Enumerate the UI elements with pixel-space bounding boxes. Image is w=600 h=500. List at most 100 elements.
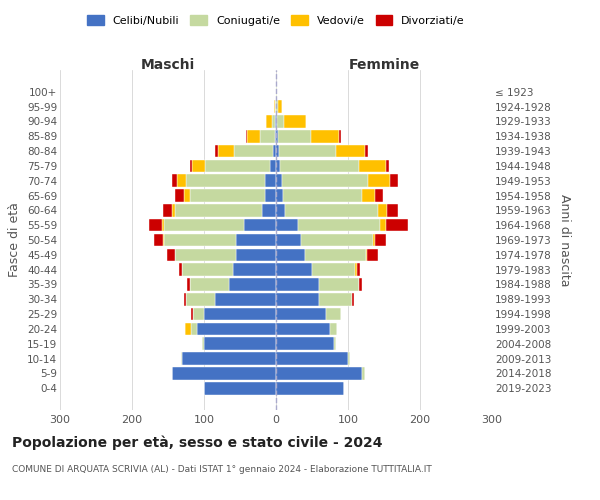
- Text: Popolazione per età, sesso e stato civile - 2024: Popolazione per età, sesso e stato civil…: [12, 435, 383, 450]
- Bar: [204, 382, 276, 394]
- Bar: [282, 174, 368, 187]
- Bar: [218, 145, 233, 158]
- Bar: [154, 234, 163, 246]
- Bar: [280, 160, 359, 172]
- Bar: [215, 293, 276, 306]
- Bar: [355, 264, 356, 276]
- Bar: [202, 338, 204, 350]
- Bar: [348, 352, 350, 365]
- Bar: [163, 204, 172, 216]
- Bar: [215, 145, 218, 158]
- Bar: [284, 204, 378, 216]
- Bar: [366, 248, 367, 261]
- Bar: [305, 248, 366, 261]
- Bar: [190, 189, 265, 202]
- Bar: [265, 189, 276, 202]
- Bar: [390, 174, 398, 187]
- Bar: [181, 352, 182, 365]
- Bar: [179, 264, 182, 276]
- Legend: Celibi/Nubili, Coniugati/e, Vedovi/e, Divorziati/e: Celibi/Nubili, Coniugati/e, Vedovi/e, Di…: [83, 10, 469, 30]
- Bar: [367, 248, 378, 261]
- Bar: [276, 338, 334, 350]
- Y-axis label: Fasce di età: Fasce di età: [8, 202, 22, 278]
- Bar: [378, 204, 387, 216]
- Bar: [275, 130, 276, 142]
- Bar: [283, 189, 362, 202]
- Bar: [301, 234, 373, 246]
- Bar: [247, 130, 260, 142]
- Bar: [340, 130, 341, 142]
- Bar: [276, 174, 282, 187]
- Bar: [244, 219, 276, 232]
- Bar: [190, 160, 193, 172]
- Bar: [284, 115, 305, 128]
- Bar: [362, 367, 365, 380]
- Bar: [186, 293, 215, 306]
- Bar: [276, 204, 284, 216]
- Bar: [279, 145, 337, 158]
- Bar: [175, 248, 236, 261]
- Bar: [387, 204, 398, 216]
- Bar: [356, 264, 360, 276]
- Bar: [175, 204, 262, 216]
- Bar: [233, 264, 276, 276]
- Bar: [190, 278, 229, 291]
- Bar: [319, 293, 352, 306]
- Bar: [319, 278, 359, 291]
- Bar: [204, 308, 276, 320]
- Bar: [373, 234, 376, 246]
- Bar: [262, 204, 276, 216]
- Bar: [236, 248, 276, 261]
- Bar: [276, 352, 348, 365]
- Bar: [276, 382, 344, 394]
- Bar: [276, 145, 279, 158]
- Bar: [380, 219, 386, 232]
- Bar: [276, 293, 319, 306]
- Bar: [376, 189, 383, 202]
- Bar: [178, 174, 186, 187]
- Bar: [359, 278, 362, 291]
- Bar: [298, 219, 380, 232]
- Bar: [162, 219, 164, 232]
- Bar: [185, 322, 191, 335]
- Bar: [276, 86, 277, 98]
- Bar: [184, 293, 186, 306]
- Bar: [278, 130, 311, 142]
- Bar: [236, 234, 276, 246]
- Bar: [149, 219, 162, 232]
- Bar: [359, 160, 386, 172]
- Bar: [312, 264, 355, 276]
- Bar: [191, 308, 193, 320]
- Bar: [277, 115, 284, 128]
- Bar: [337, 145, 365, 158]
- Bar: [182, 352, 276, 365]
- Text: COMUNE DI ARQUATA SCRIVIA (AL) - Dati ISTAT 1° gennaio 2024 - Elaborazione TUTTI: COMUNE DI ARQUATA SCRIVIA (AL) - Dati IS…: [12, 465, 432, 474]
- Bar: [362, 189, 376, 202]
- Bar: [191, 322, 197, 335]
- Bar: [193, 160, 205, 172]
- Bar: [326, 308, 341, 320]
- Bar: [276, 160, 280, 172]
- Bar: [276, 130, 278, 142]
- Bar: [386, 219, 408, 232]
- Bar: [276, 367, 362, 380]
- Bar: [186, 174, 265, 187]
- Bar: [276, 189, 283, 202]
- Bar: [270, 160, 276, 172]
- Text: Maschi: Maschi: [141, 58, 195, 72]
- Bar: [276, 115, 277, 128]
- Bar: [352, 293, 354, 306]
- Bar: [275, 115, 276, 128]
- Bar: [330, 322, 337, 335]
- Y-axis label: Anni di nascita: Anni di nascita: [558, 194, 571, 286]
- Bar: [274, 100, 275, 113]
- Bar: [204, 338, 276, 350]
- Bar: [175, 189, 184, 202]
- Bar: [276, 100, 278, 113]
- Bar: [184, 189, 190, 202]
- Bar: [164, 234, 236, 246]
- Bar: [193, 308, 204, 320]
- Bar: [273, 145, 276, 158]
- Bar: [233, 145, 273, 158]
- Bar: [365, 145, 368, 158]
